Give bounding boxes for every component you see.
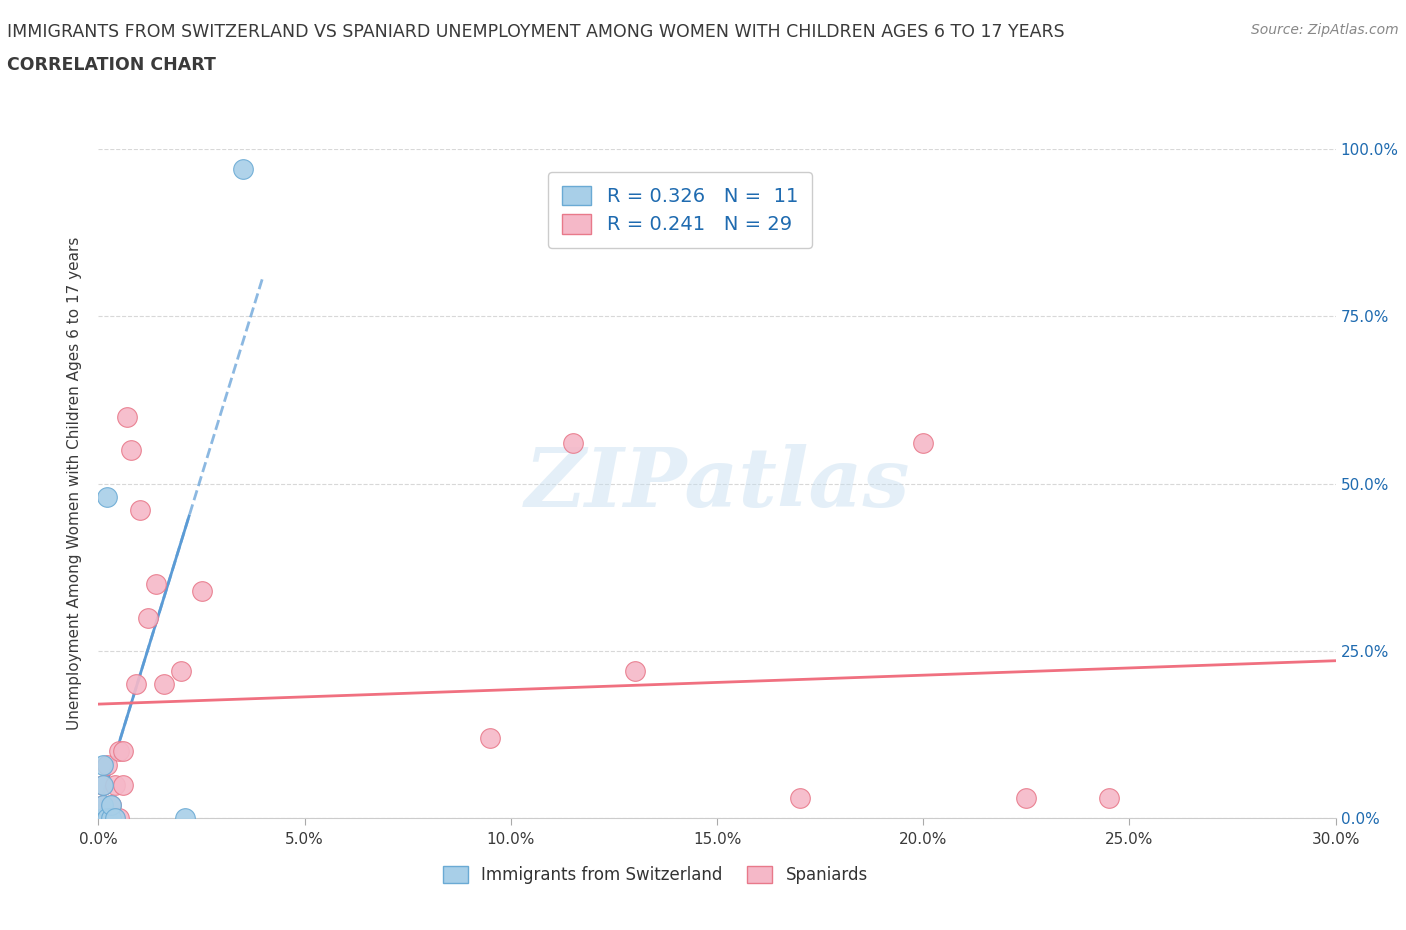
Point [96,811,118,826]
Point [623,664,645,679]
Point [91,777,114,792]
Y-axis label: Unemployment Among Women with Children Ages 6 to 17 years: Unemployment Among Women with Children A… [67,237,83,730]
Text: IMMIGRANTS FROM SWITZERLAND VS SPANIARD UNEMPLOYMENT AMONG WOMEN WITH CHILDREN A: IMMIGRANTS FROM SWITZERLAND VS SPANIARD … [7,23,1064,41]
Point [104,777,127,792]
Point [91,811,114,826]
Point [100,798,122,813]
Point [479,731,502,746]
Point [91,798,114,813]
Text: ZIPatlas: ZIPatlas [524,444,910,524]
Point [104,811,127,826]
Point [91,777,114,792]
Point [100,811,122,826]
Point [91,798,114,813]
Point [912,436,935,451]
Point [96,489,118,504]
Point [789,790,811,805]
Point [190,583,212,598]
Legend: Immigrants from Switzerland, Spaniards: Immigrants from Switzerland, Spaniards [429,852,882,897]
Point [100,811,122,826]
Point [128,503,150,518]
Point [136,610,159,625]
Point [108,811,131,826]
Point [232,162,254,177]
Point [145,577,167,591]
Point [1098,790,1121,805]
Point [153,677,176,692]
Point [108,744,131,759]
Point [112,744,135,759]
Point [561,436,583,451]
Point [170,664,193,679]
Point [104,811,127,826]
Point [120,443,142,458]
Point [91,757,114,772]
Point [174,811,197,826]
Point [117,409,139,424]
Point [96,757,118,772]
Point [1015,790,1038,805]
Point [100,798,122,813]
Point [112,777,135,792]
Text: Source: ZipAtlas.com: Source: ZipAtlas.com [1251,23,1399,37]
Point [91,811,114,826]
Point [124,677,146,692]
Point [96,811,118,826]
Text: CORRELATION CHART: CORRELATION CHART [7,56,217,73]
